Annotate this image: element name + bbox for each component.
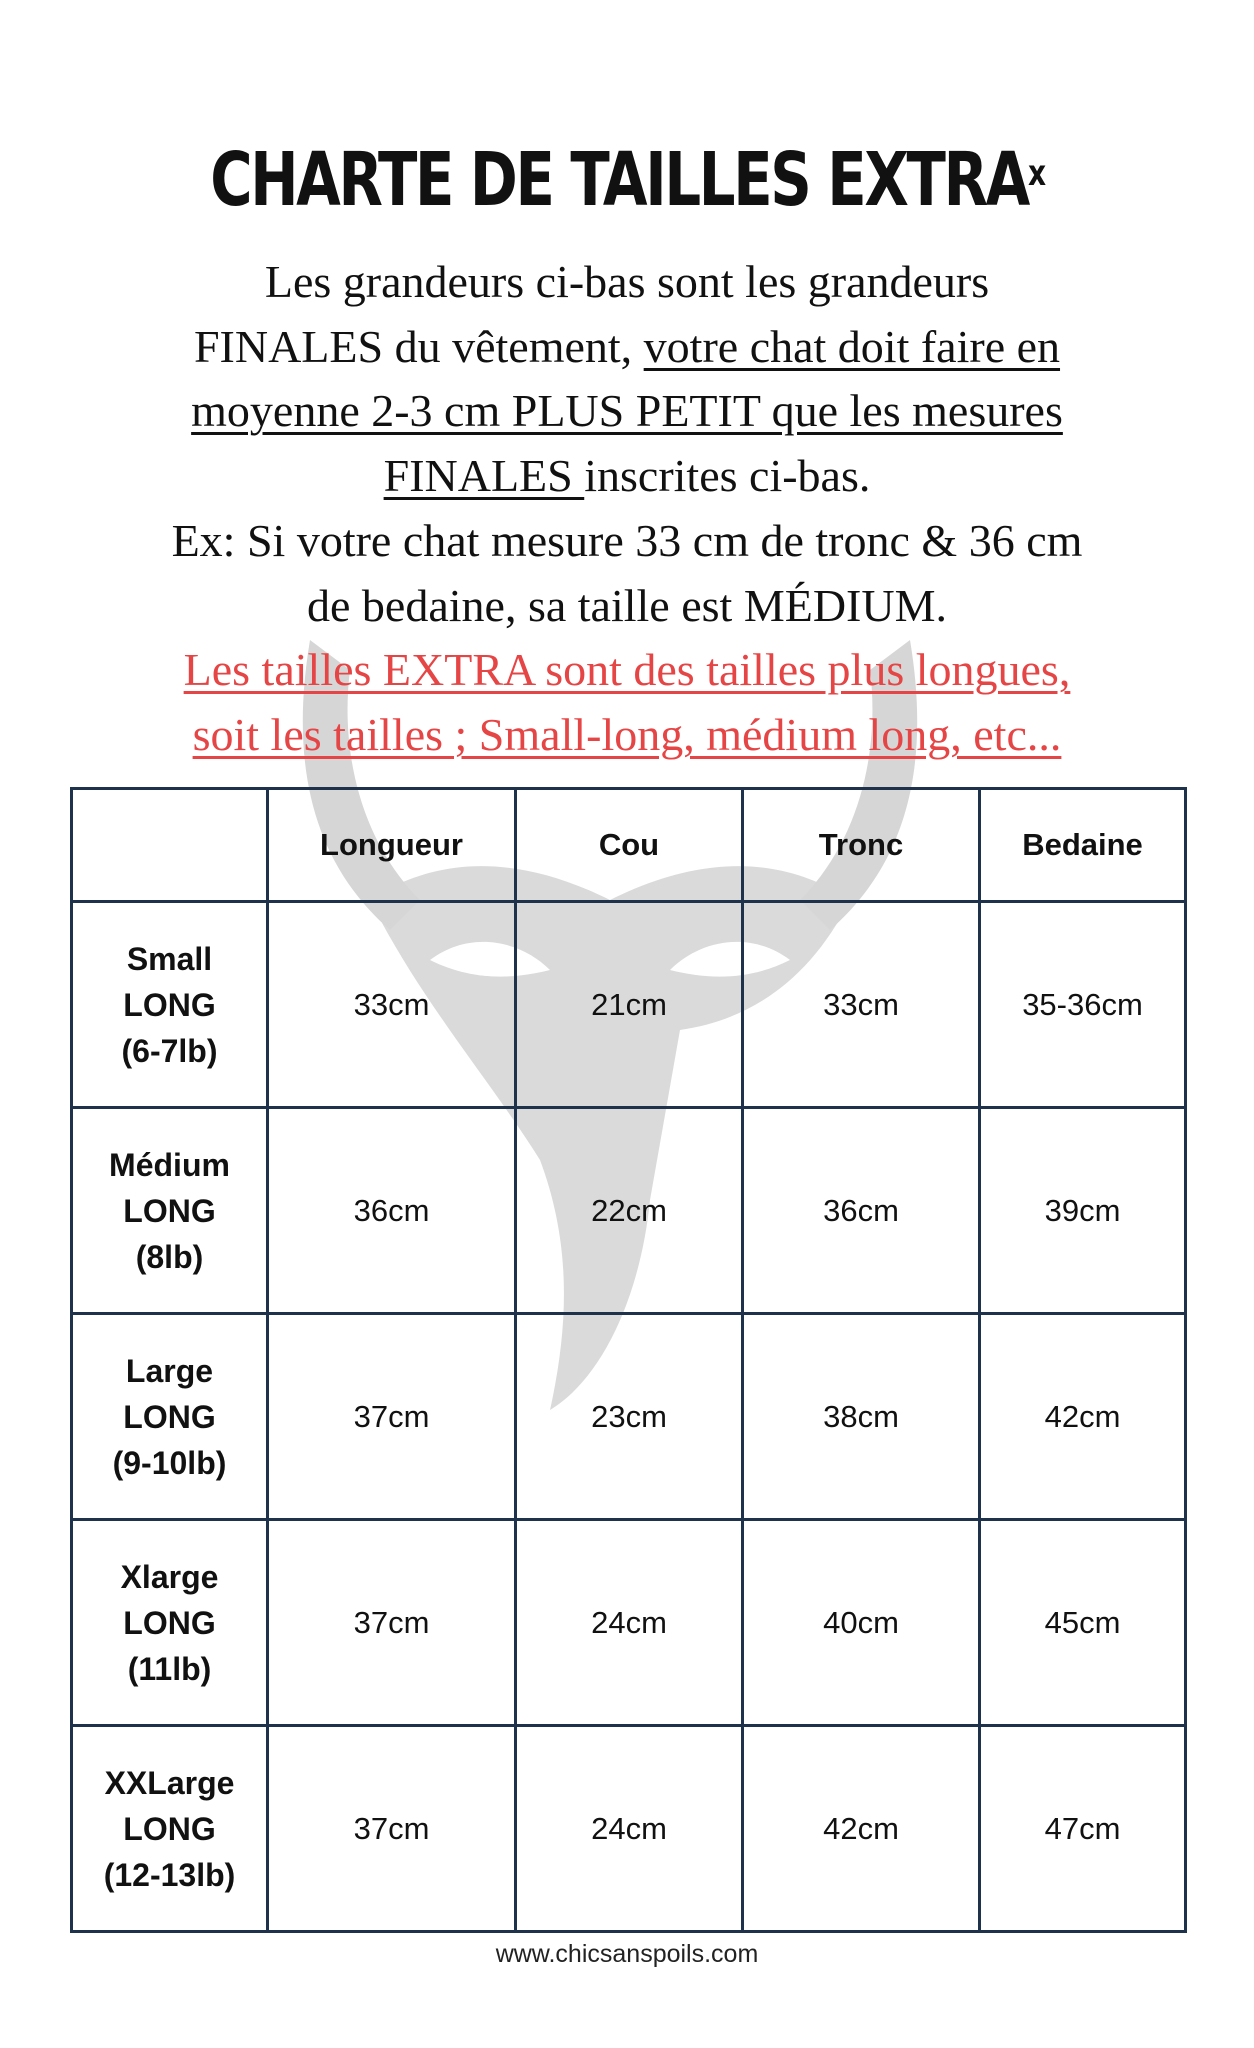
table-row: XXLarge LONG (12-13lb) 37cm 24cm 42cm 47cm [70, 1724, 1187, 1933]
size-label-line: Xlarge [120, 1558, 219, 1595]
size-label-line: LONG [123, 1192, 216, 1229]
measurement-cell: 21cm [514, 900, 744, 1109]
measurement-cell: 36cm [266, 1106, 517, 1315]
intro-line: moyenne 2-3 cm PLUS PETIT que les mesure… [0, 379, 1254, 444]
intro-text-3: moyenne 2-3 cm PLUS PETIT que les mesure… [191, 385, 1063, 437]
extra-note-line: Les tailles EXTRA sont des tailles plus … [0, 638, 1254, 703]
table-row: Xlarge LONG (11lb) 37cm 24cm 40cm 45cm [70, 1518, 1187, 1727]
intro-line: Les grandeurs ci-bas sont les grandeurs [0, 250, 1254, 315]
size-label-line: Large [125, 1352, 214, 1389]
measurement-cell: 45cm [978, 1518, 1187, 1727]
example-line: de bedaine, sa taille est MÉDIUM. [0, 574, 1254, 639]
size-label-line: (8lb) [135, 1238, 204, 1275]
header-bedaine: Bedaine [978, 787, 1187, 903]
size-label: XXLarge LONG (12-13lb) [70, 1724, 269, 1933]
table-row: Small LONG (6-7lb) 33cm 21cm 33cm 35-36cm [70, 900, 1187, 1109]
example-text-2: de bedaine, sa taille est MÉDIUM. [307, 579, 947, 631]
intro-line: FINALES inscrites ci-bas. [0, 444, 1254, 509]
table-header-row: Longueur Cou Tronc Bedaine [70, 787, 1187, 903]
size-label-line: XXLarge [104, 1764, 235, 1801]
extra-note-2: soit les tailles ; Small-long, médium lo… [192, 708, 1062, 760]
header-tronc: Tronc [741, 787, 981, 903]
measurement-cell: 24cm [514, 1724, 744, 1933]
measurement-cell: 24cm [514, 1518, 744, 1727]
size-label: Large LONG (9-10lb) [70, 1312, 269, 1521]
intro-text-2b: votre chat doit faire en [643, 320, 1061, 372]
header-cou: Cou [514, 787, 744, 903]
header-longueur: Longueur [266, 787, 517, 903]
page-title: CHARTE DE TAILLES EXTRAx [138, 130, 1116, 230]
title-mark: x [1028, 153, 1046, 194]
table-row: Médium LONG (8lb) 36cm 22cm 36cm 39cm [70, 1106, 1187, 1315]
size-label: Médium LONG (8lb) [70, 1106, 269, 1315]
size-label-line: LONG [123, 986, 216, 1023]
measurement-cell: 23cm [514, 1312, 744, 1521]
measurement-cell: 40cm [741, 1518, 981, 1727]
measurement-cell: 37cm [266, 1724, 517, 1933]
measurement-cell: 36cm [741, 1106, 981, 1315]
size-label: Xlarge LONG (11lb) [70, 1518, 269, 1727]
measurement-cell: 47cm [978, 1724, 1187, 1933]
measurement-cell: 37cm [266, 1312, 517, 1521]
size-label-line: (6-7lb) [121, 1032, 218, 1069]
measurement-cell: 22cm [514, 1106, 744, 1315]
size-label-line: LONG [123, 1810, 216, 1847]
size-label-line: (12-13lb) [103, 1856, 236, 1893]
title-text: CHARTE DE TAILLES EXTRA [210, 137, 1030, 223]
size-label-line: LONG [123, 1398, 216, 1435]
intro-text-4b: inscrites ci-bas. [584, 450, 871, 502]
extra-note-line: soit les tailles ; Small-long, médium lo… [0, 703, 1254, 768]
header-empty [70, 787, 269, 903]
intro-text-1: Les grandeurs ci-bas sont les grandeurs [264, 256, 990, 307]
measurement-cell: 42cm [978, 1312, 1187, 1521]
intro-line: FINALES du vêtement, votre chat doit fai… [0, 315, 1254, 380]
size-label-line: LONG [123, 1604, 216, 1641]
size-label-line: Small [126, 940, 213, 977]
size-label-line: Médium [109, 1146, 230, 1183]
intro-text: Les grandeurs ci-bas sont les grandeurs … [0, 250, 1254, 768]
intro-text-2a: FINALES du vêtement, [193, 320, 644, 372]
size-label-line: (9-10lb) [112, 1444, 227, 1481]
size-label: Small LONG (6-7lb) [70, 900, 269, 1109]
measurement-cell: 35-36cm [978, 900, 1187, 1109]
example-line: Ex: Si votre chat mesure 33 cm de tronc … [0, 509, 1254, 574]
measurement-cell: 38cm [741, 1312, 981, 1521]
table-row: Large LONG (9-10lb) 37cm 23cm 38cm 42cm [70, 1312, 1187, 1521]
size-table: Longueur Cou Tronc Bedaine Small LONG (6-7… [70, 787, 1187, 1933]
example-text-1: Ex: Si votre chat mesure 33 cm de tronc … [171, 514, 1083, 566]
measurement-cell: 33cm [266, 900, 517, 1109]
measurement-cell: 39cm [978, 1106, 1187, 1315]
size-label-line: (11lb) [127, 1650, 212, 1687]
website-footer: www.chicsanspoils.com [495, 1940, 759, 1968]
measurement-cell: 33cm [741, 900, 981, 1109]
intro-text-4a: FINALES [383, 450, 585, 502]
measurement-cell: 37cm [266, 1518, 517, 1727]
extra-note-1: Les tailles EXTRA sont des tailles plus … [183, 644, 1071, 696]
measurement-cell: 42cm [741, 1724, 981, 1933]
